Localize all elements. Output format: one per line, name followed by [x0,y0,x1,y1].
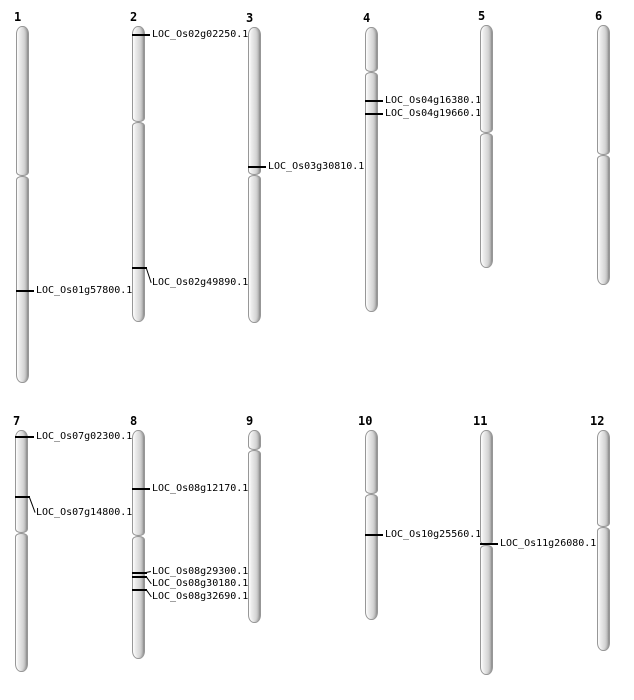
gene-leader-line [145,589,152,598]
gene-leader-line [145,267,152,284]
gene-tick [365,534,383,536]
gene-leader-line [28,496,36,514]
gene-tick [365,113,383,115]
chromosome-number: 4 [363,11,371,25]
gene-tick [132,267,147,269]
gene-tick [132,576,147,578]
chromosome-arm-segment [132,122,145,322]
chromosome-arm-segment [132,536,145,659]
gene-label: LOC_Os04g19660.1 [385,108,482,119]
chromosome-number: 9 [246,414,254,428]
gene-tick [480,543,498,545]
chromosome-arm-segment [365,27,378,72]
chromosome-arm-segment [597,155,610,285]
gene-tick [16,290,34,292]
gene-label: LOC_Os04g16380.1 [385,95,482,106]
chromosome-arm-segment [597,527,610,651]
gene-tick [132,589,147,591]
chromosome-number: 10 [358,414,373,428]
chromosome-number: 3 [246,11,254,25]
gene-label: LOC_Os02g49890.1 [152,277,249,288]
gene-label: LOC_Os08g30180.1 [152,578,249,589]
chromosome-arm-segment [480,133,493,268]
chromosome-arm-segment [248,430,261,450]
gene-label: LOC_Os02g02250.1 [152,29,249,40]
chromosome-arm-segment [480,25,493,133]
chromosome-arm-segment [597,430,610,527]
gene-tick [132,572,147,574]
chromosome-arm-segment [597,25,610,155]
gene-label: LOC_Os08g12170.1 [152,483,249,494]
chromosome-arm-segment [480,545,493,675]
chromosome-arm-segment [132,26,145,122]
chromosome-number: 1 [14,10,22,24]
chromosome-number: 12 [590,414,605,428]
gene-tick [132,34,150,36]
chromosome-arm-segment [248,27,261,175]
chromosome-arm-segment [15,533,28,672]
chromosome-number: 6 [595,9,603,23]
gene-label: LOC_Os11g26080.1 [500,538,597,549]
chromosome-arm-segment [365,494,378,620]
gene-label: LOC_Os07g02300.1 [36,431,133,442]
gene-label: LOC_Os07g14800.1 [36,507,133,518]
gene-label: LOC_Os08g32690.1 [152,591,249,602]
gene-tick [132,488,150,490]
chromosome-arm-segment [16,26,29,176]
chromosome-number: 2 [130,10,138,24]
chromosome-arm-segment [248,450,261,623]
chromosome-arm-segment [248,175,261,323]
gene-tick [15,496,30,498]
gene-label: LOC_Os10g25560.1 [385,529,482,540]
chromosome-number: 5 [478,9,486,23]
gene-label: LOC_Os01g57800.1 [36,285,133,296]
chromosome-arm-segment [132,430,145,536]
gene-leader-line [145,576,152,585]
chromosome-arm-segment [15,430,28,533]
chromosome-arm-segment [16,176,29,383]
chromosome-number: 8 [130,414,138,428]
chromosome-arm-segment [365,430,378,494]
gene-tick [15,436,34,438]
chromosome-arm-segment [365,72,378,312]
gene-label: LOC_Os03g30810.1 [268,161,365,172]
chromosome-number: 11 [473,414,488,428]
gene-tick [248,166,266,168]
chromosome-arm-segment [480,430,493,545]
gene-tick [365,100,383,102]
gene-label: LOC_Os08g29300.1 [152,566,249,577]
chromosome-number: 7 [13,414,21,428]
